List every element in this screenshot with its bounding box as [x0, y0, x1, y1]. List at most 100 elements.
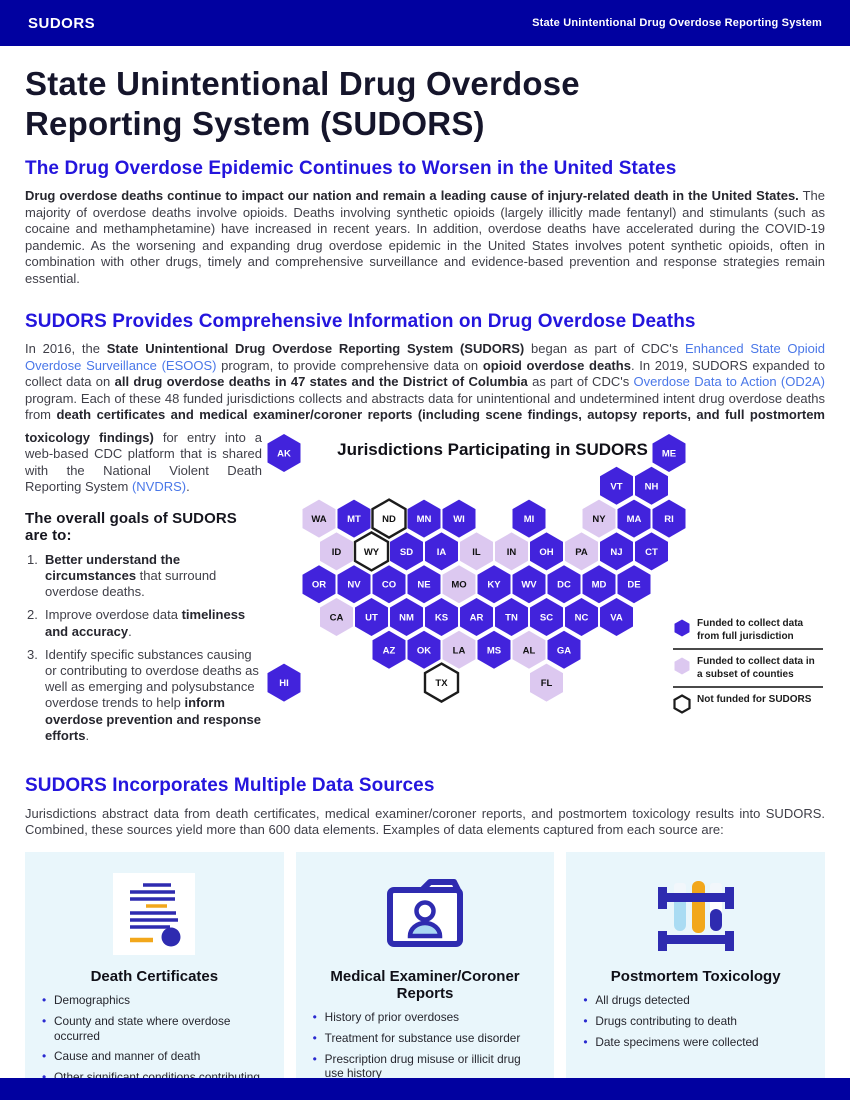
- state-label-GA: GA: [557, 645, 571, 656]
- text-segment: program, to provide comprehensive data o…: [216, 357, 483, 373]
- text-segment: timeliness and accuracy: [45, 607, 246, 639]
- state-hex-ID: [320, 532, 353, 571]
- state-label-SD: SD: [400, 547, 413, 558]
- card-bullet: County and state where overdose occurred: [41, 1014, 268, 1044]
- legend-item-full: Funded to collect data from full jurisdi…: [673, 612, 823, 650]
- state-hex-MN: [407, 499, 441, 538]
- text-segment: program. Each of these 48 funded jurisdi…: [25, 390, 825, 423]
- hex-map-svg: AK ME VT NH WA MT ND MN WI MI NY MA RI ID WY SD IA IL IN OH…: [267, 433, 686, 703]
- card-bullet: History of prior overdoses: [312, 1010, 539, 1025]
- goal-item: Improve overdose data timeliness and acc…: [25, 607, 262, 639]
- inline-link[interactable]: Overdose Data to Action (OD2A): [633, 374, 825, 390]
- state-hex-OR: [302, 564, 336, 603]
- text-segment: .: [85, 727, 90, 743]
- state-hex-SC: [530, 597, 563, 636]
- sudors-paragraph-continued: toxicology findings) for entry into a we…: [25, 430, 262, 496]
- text-segment: Identify specific substances causing or …: [45, 646, 259, 711]
- state-label-NE: NE: [417, 579, 430, 590]
- state-label-DE: DE: [627, 579, 640, 590]
- card-title: Death Certificates: [90, 967, 219, 985]
- card-title: Postmortem Toxicology: [610, 967, 781, 985]
- state-label-MT: MT: [347, 514, 361, 525]
- state-hex-TN: [495, 597, 528, 636]
- card-medical-examiner-reports: Medical Examiner/Coroner Reports History…: [295, 851, 555, 1100]
- card-bullet: Cause and manner of death: [41, 1049, 268, 1064]
- state-hex-RI: [652, 499, 686, 538]
- state-hex-NH: [635, 466, 668, 505]
- goal-item: Identify specific substances causing or …: [25, 647, 262, 744]
- state-hex-VT: [600, 466, 633, 505]
- data-sources-paragraph: Jurisdictions abstract data from death c…: [25, 805, 825, 838]
- legend-item-subset: Funded to collect data in a subset of co…: [673, 650, 823, 688]
- state-hex-LA: [442, 630, 476, 669]
- card-bullet: Date specimens were collected: [582, 1035, 809, 1050]
- state-label-ND: ND: [382, 514, 396, 525]
- content: State Unintentional Drug Overdose Report…: [0, 64, 850, 1100]
- legend-label: Not funded for SUDORS: [697, 693, 812, 705]
- state-hex-CO: [372, 564, 406, 603]
- state-label-FL: FL: [541, 678, 553, 689]
- text-segment: opioid overdose deaths: [482, 357, 631, 373]
- state-label-CT: CT: [645, 547, 658, 558]
- state-label-WV: WV: [521, 579, 537, 590]
- state-hex-AL: [512, 630, 546, 669]
- state-label-NJ: NJ: [610, 547, 622, 558]
- state-hex-MA: [617, 499, 651, 538]
- state-hex-OH: [530, 532, 563, 571]
- state-hex-UT: [355, 597, 388, 636]
- state-label-OR: OR: [312, 579, 326, 590]
- state-label-AR: AR: [470, 612, 484, 623]
- text-segment: .: [186, 479, 190, 495]
- state-label-NV: NV: [347, 579, 361, 590]
- state-hex-KY: [477, 564, 511, 603]
- state-hex-DC: [547, 564, 581, 603]
- state-hex-NE: [407, 564, 441, 603]
- state-label-TX: TX: [435, 678, 448, 689]
- state-label-MS: MS: [487, 645, 501, 656]
- text-segment: State Unintentional Drug Overdose Report…: [106, 341, 525, 357]
- state-label-ID: ID: [332, 547, 342, 558]
- state-label-VA: VA: [610, 612, 623, 623]
- state-hex-ND: [371, 497, 407, 539]
- state-hex-ME: [652, 433, 686, 472]
- state-label-CA: CA: [330, 612, 344, 623]
- inline-link[interactable]: Enhanced State Opioid Overdose Surveilla…: [25, 341, 825, 373]
- goal-item: Better understand the circumstances that…: [25, 552, 262, 601]
- state-hex-OK: [407, 630, 441, 669]
- legend-label: Funded to collect data in a subset of co…: [697, 655, 815, 680]
- inline-link[interactable]: (NVDRS): [131, 479, 187, 495]
- state-hex-VA: [600, 597, 633, 636]
- state-label-NC: NC: [575, 612, 589, 623]
- text-segment: for entry into a web-based CDC platform …: [25, 429, 262, 495]
- state-hex-NJ: [600, 532, 633, 571]
- footer-bar: [0, 1078, 850, 1100]
- text-map-row: toxicology findings) for entry into a we…: [25, 426, 825, 751]
- card-bullet: All drugs detected: [582, 993, 809, 1008]
- state-hex-HI: [267, 663, 301, 702]
- card-bullet: Drugs contributing to death: [582, 1014, 809, 1029]
- state-label-OK: OK: [417, 645, 431, 656]
- state-hex-TX: [423, 661, 460, 703]
- state-label-NY: NY: [592, 514, 606, 525]
- section-heading-comprehensive-info: SUDORS Provides Comprehensive Informatio…: [25, 311, 696, 333]
- state-hex-WV: [512, 564, 546, 603]
- state-hex-MS: [477, 630, 511, 669]
- state-hex-AR: [460, 597, 493, 636]
- state-label-PA: PA: [575, 547, 588, 558]
- state-hex-IL: [460, 532, 493, 571]
- text-segment: Better understand the circumstances: [45, 551, 181, 583]
- state-label-NM: NM: [399, 612, 414, 623]
- state-label-CO: CO: [382, 579, 396, 590]
- state-label-KY: KY: [487, 579, 501, 590]
- text-segment: In 2016, the: [25, 341, 107, 357]
- state-hex-FL: [530, 663, 563, 702]
- state-label-KS: KS: [435, 612, 448, 623]
- state-label-TN: TN: [505, 612, 518, 623]
- state-hex-AZ: [372, 630, 406, 669]
- state-hex-NM: [390, 597, 423, 636]
- text-segment: Improve overdose data: [45, 607, 182, 623]
- text-segment: began as part of CDC's: [524, 341, 686, 357]
- state-label-IA: IA: [437, 547, 447, 558]
- data-source-cards: Death Certificates Demographics County an…: [25, 851, 826, 1100]
